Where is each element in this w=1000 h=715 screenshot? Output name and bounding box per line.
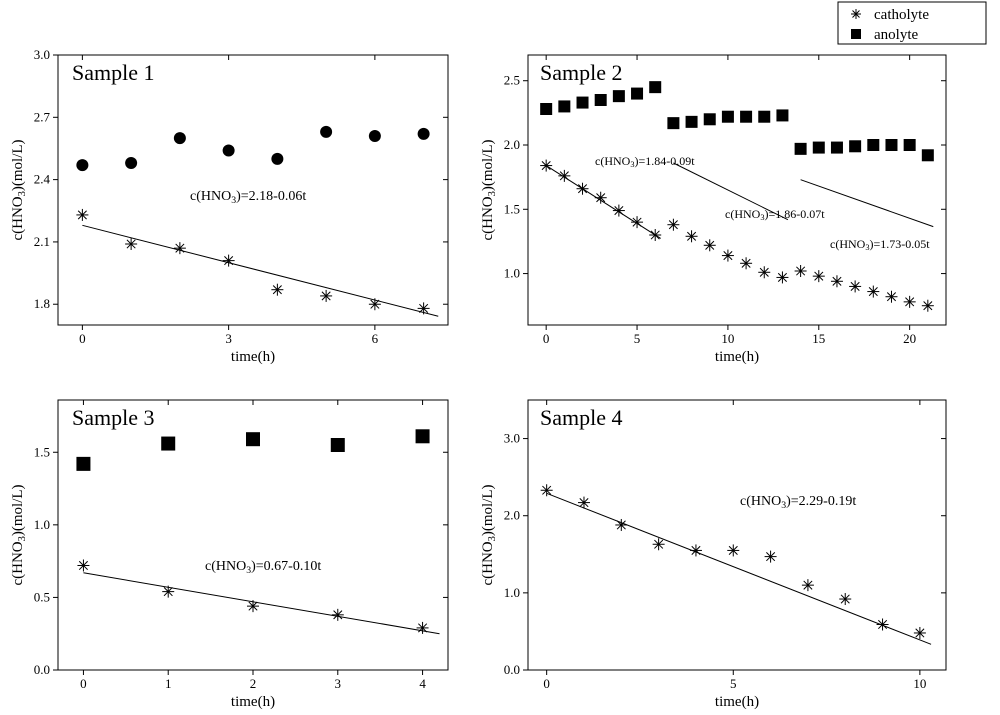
svg-text:Sample 1: Sample 1: [72, 60, 155, 85]
svg-text:4: 4: [419, 676, 426, 691]
sample3-anolyte: [76, 429, 429, 471]
svg-text:1: 1: [165, 676, 172, 691]
svg-text:20: 20: [903, 331, 916, 346]
svg-text:0: 0: [543, 331, 550, 346]
sample2-catholyte: [540, 160, 934, 312]
svg-text:0.5: 0.5: [34, 589, 50, 604]
svg-text:1.0: 1.0: [34, 517, 50, 532]
svg-text:c(HNO3)=2.29-0.19t: c(HNO3)=2.29-0.19t: [740, 494, 856, 511]
svg-text:2.0: 2.0: [504, 137, 520, 152]
svg-text:5: 5: [634, 331, 641, 346]
svg-text:3.0: 3.0: [34, 47, 50, 62]
svg-text:2.5: 2.5: [504, 73, 520, 88]
svg-text:Sample 3: Sample 3: [72, 405, 155, 430]
svg-text:2: 2: [250, 676, 257, 691]
svg-text:0: 0: [543, 676, 550, 691]
svg-text:c(HNO3)=1.84-0.09t: c(HNO3)=1.84-0.09t: [595, 154, 695, 169]
svg-text:c(HNO3)(mol/L): c(HNO3)(mol/L): [10, 139, 28, 240]
sample4: 0 5 10 0.0 1.0 2.0 3.0 time(h) c(HNO3)(mol/L) Sam…: [480, 400, 946, 710]
svg-text:10: 10: [721, 331, 734, 346]
svg-text:Sample 4: Sample 4: [540, 405, 623, 430]
svg-text:catholyte: catholyte: [874, 7, 929, 23]
svg-text:1.0: 1.0: [504, 266, 520, 281]
svg-text:0: 0: [80, 676, 87, 691]
svg-text:15: 15: [812, 331, 825, 346]
svg-text:c(HNO3)=2.18-0.06t: c(HNO3)=2.18-0.06t: [190, 189, 306, 206]
svg-text:0: 0: [79, 331, 86, 346]
svg-text:1.5: 1.5: [34, 444, 50, 459]
svg-text:1.5: 1.5: [504, 201, 520, 216]
sample1-anolyte: [76, 126, 429, 171]
svg-text:c(HNO3)=1.73-0.05t: c(HNO3)=1.73-0.05t: [830, 237, 930, 252]
svg-text:2.7: 2.7: [34, 109, 51, 124]
svg-text:1.8: 1.8: [34, 296, 50, 311]
svg-text:time(h): time(h): [715, 349, 759, 365]
svg-text:c(HNO3)(mol/L): c(HNO3)(mol/L): [480, 484, 498, 585]
svg-text:c(HNO3)=0.67-0.10t: c(HNO3)=0.67-0.10t: [205, 559, 321, 576]
svg-text:2.4: 2.4: [34, 172, 51, 187]
sample4-catholyte: [541, 484, 926, 639]
figure-svg: catholyte anolyte 0 3 6 1.8 2.1 2.4 2.7 3.0 time(h…: [0, 0, 1000, 715]
sample2-anolyte: [540, 81, 934, 161]
legend: catholyte anolyte: [838, 2, 986, 44]
svg-text:c(HNO3)(mol/L): c(HNO3)(mol/L): [10, 484, 28, 585]
svg-text:c(HNO3)(mol/L): c(HNO3)(mol/L): [480, 139, 498, 240]
svg-text:anolyte: anolyte: [874, 27, 918, 43]
sample1: 0 3 6 1.8 2.1 2.4 2.7 3.0 time(h) c(HNO3)(mol/L) S…: [10, 47, 448, 365]
svg-text:0.0: 0.0: [34, 662, 50, 677]
svg-text:2.1: 2.1: [34, 234, 50, 249]
svg-text:2.0: 2.0: [504, 508, 520, 523]
svg-text:6: 6: [372, 331, 379, 346]
svg-text:0.0: 0.0: [504, 662, 520, 677]
svg-text:3: 3: [225, 331, 232, 346]
svg-text:5: 5: [730, 676, 737, 691]
svg-text:c(HNO3)=1.86-0.07t: c(HNO3)=1.86-0.07t: [725, 207, 825, 222]
svg-text:time(h): time(h): [231, 694, 275, 710]
svg-text:3.0: 3.0: [504, 431, 520, 446]
sample3: 0 1 2 3 4 0.0 0.5 1.0 1.5 time(h) c(HNO3)(mol/L) Sa…: [10, 400, 448, 710]
sample2: 0 5 10 15 20 1.0 1.5 2.0 2.5 time(h) c(HNO3)(mol/L…: [480, 55, 946, 365]
svg-text:10: 10: [913, 676, 926, 691]
sample1-catholyte: [76, 209, 429, 314]
svg-text:Sample 2: Sample 2: [540, 60, 623, 85]
svg-text:time(h): time(h): [231, 349, 275, 365]
svg-text:1.0: 1.0: [504, 585, 520, 600]
svg-text:time(h): time(h): [715, 694, 759, 710]
svg-text:3: 3: [335, 676, 342, 691]
